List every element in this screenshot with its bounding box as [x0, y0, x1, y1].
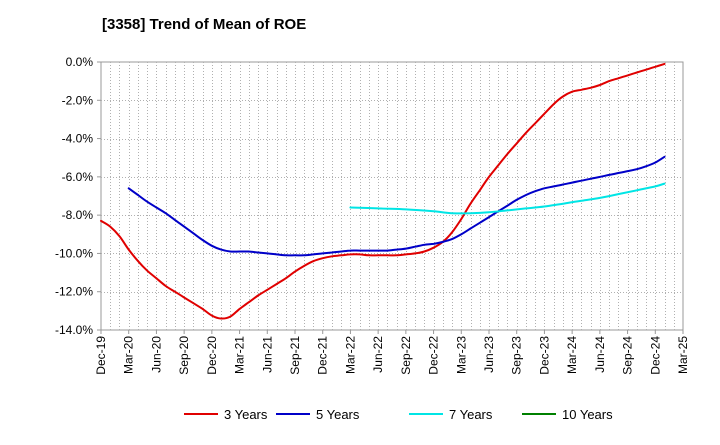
- plot-area: [100, 61, 684, 331]
- chart-title: [3358] Trend of Mean of ROE: [102, 16, 307, 33]
- series-line-7-years: [349, 182, 666, 215]
- x-tick-label: Jun-22: [371, 336, 385, 373]
- legend-label-5-years: 5 Years: [316, 407, 360, 422]
- x-tick-label: Jun-24: [593, 336, 607, 373]
- x-tick-label: Sep-21: [288, 336, 302, 375]
- x-tick-label: Sep-20: [177, 336, 191, 375]
- y-tick-label: 0.0%: [66, 55, 94, 69]
- series-line-5-years: [127, 155, 666, 257]
- x-tick-label: Dec-23: [537, 336, 551, 375]
- x-tick-label: Sep-22: [399, 336, 413, 375]
- x-tick-label: Jun-23: [482, 336, 496, 373]
- y-tick-label: -12.0%: [55, 285, 93, 299]
- y-tick-label: -6.0%: [62, 170, 94, 184]
- y-tick-label: -10.0%: [55, 246, 93, 260]
- x-tick-label: Dec-19: [94, 336, 108, 375]
- legend-label-7-years: 7 Years: [449, 407, 493, 422]
- y-tick-label: -4.0%: [62, 132, 94, 146]
- x-tick-label: Mar-23: [454, 336, 468, 374]
- x-tick-label: Dec-24: [648, 336, 662, 375]
- y-tick-label: -14.0%: [55, 323, 93, 337]
- x-tick-label: Dec-21: [316, 336, 330, 375]
- series-line-3-years: [100, 62, 666, 320]
- x-tick-label: Dec-20: [205, 336, 219, 375]
- legend-label-3-years: 3 Years: [224, 407, 268, 422]
- x-tick-label: Mar-24: [565, 336, 579, 374]
- x-tick-label: Sep-24: [621, 336, 635, 375]
- y-tick-label: -2.0%: [62, 93, 94, 107]
- x-tick-label: Jun-21: [260, 336, 274, 373]
- x-tick-label: Mar-21: [233, 336, 247, 374]
- x-tick-label: Mar-22: [343, 336, 357, 374]
- x-tick-label: Dec-22: [427, 336, 441, 375]
- y-tick-label: -8.0%: [62, 208, 94, 222]
- x-tick-label: Sep-23: [510, 336, 524, 375]
- x-tick-label: Mar-25: [676, 336, 690, 374]
- x-tick-label: Jun-20: [149, 336, 163, 373]
- x-tick-label: Mar-20: [122, 336, 136, 374]
- legend-label-10-years: 10 Years: [562, 407, 613, 422]
